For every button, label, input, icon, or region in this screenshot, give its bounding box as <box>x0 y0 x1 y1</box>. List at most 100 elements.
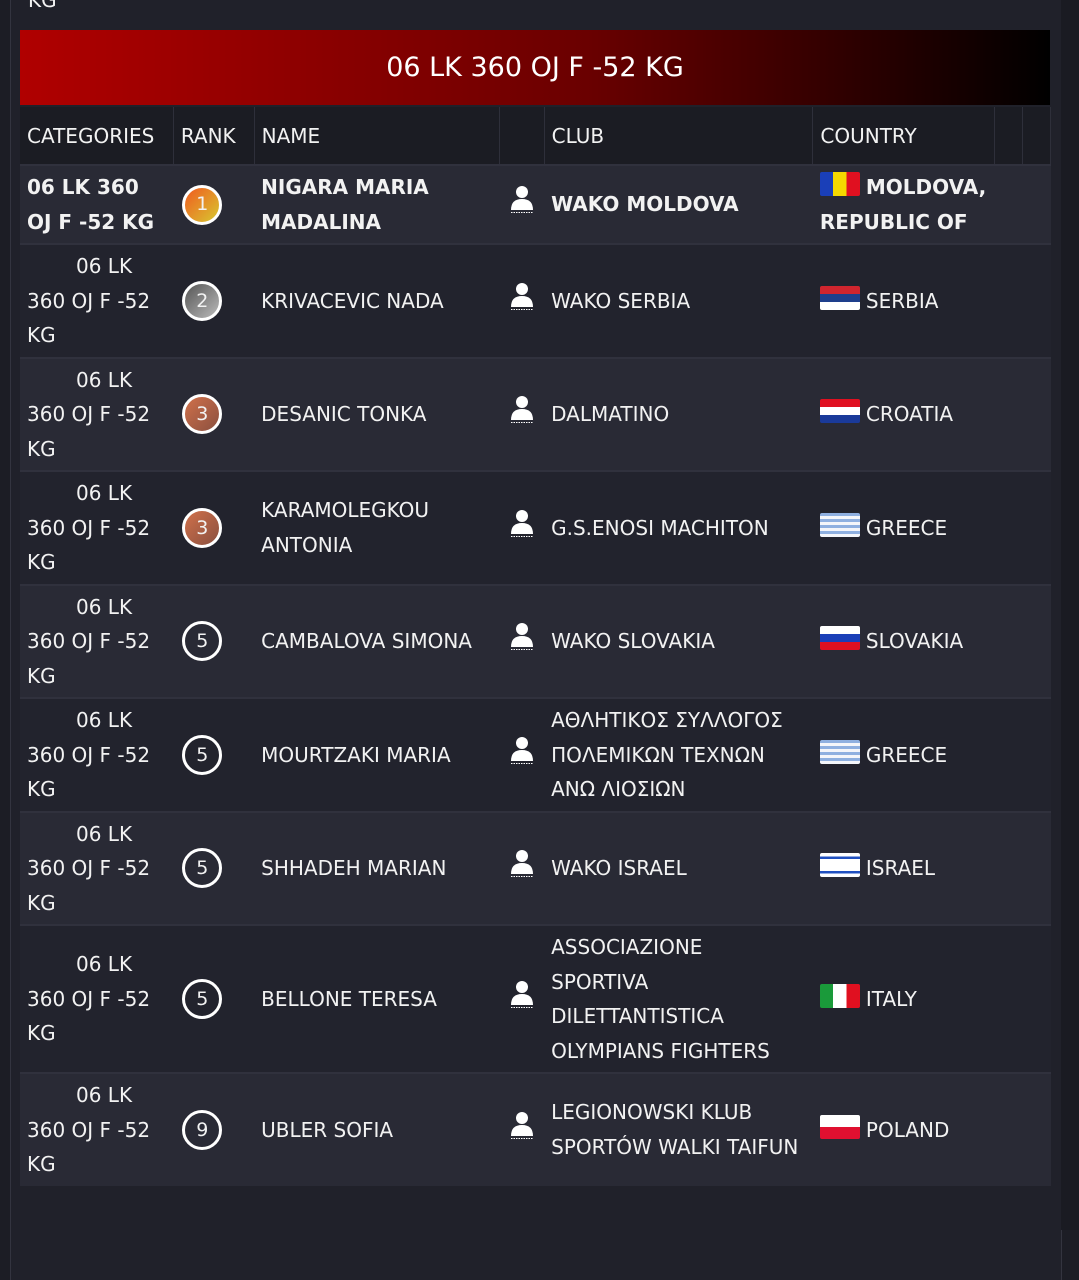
rank-cell: 5 <box>173 810 255 925</box>
rank-badge: 3 <box>182 394 223 435</box>
country-cell: ITALY <box>812 924 1051 1073</box>
category-cell: 06 LK 360 OJ F -52 KG <box>20 1072 174 1186</box>
results-table: CATEGORIES RANK NAME CLUB COUNTRY 06 LK … <box>20 107 1051 1186</box>
category-cell: 06 LK 360 OJ F -52 KG <box>20 924 174 1073</box>
table-row[interactable]: 06 LK 360 OJ F -52 KG 9 UBLER SOFIA LEGI… <box>20 1072 1051 1186</box>
greece-flag-icon <box>819 512 860 537</box>
country-cell: CROATIA <box>812 356 1051 471</box>
table-row[interactable]: 06 LK 360 OJ F -52 KG 5 MOURTZAKI MARIA … <box>20 697 1051 812</box>
category-cell: 06 LK 360 OJ F -52 KG <box>20 470 174 585</box>
club-name: WAKO SERBIA <box>544 243 813 358</box>
table-row[interactable]: 06 LK 360 OJ F -52 KG 3 KARAMOLEGKOU ANT… <box>20 470 1051 585</box>
country-name: GREECE <box>865 515 948 540</box>
athlete-name[interactable]: DESANIC TONKA <box>254 356 500 471</box>
table-row[interactable]: 06 LK 360 OJ F -52 KG 5 BELLONE TERESA A… <box>20 924 1051 1073</box>
country-cell: MOLDOVA, REPUBLIC OF <box>812 164 1051 244</box>
rank-cell: 9 <box>173 1072 255 1186</box>
person-icon[interactable] <box>499 356 545 471</box>
table-row[interactable]: 06 LK 360 OJ F -52 KG 1 NIGARA MARIA MAD… <box>20 164 1051 244</box>
rank-badge: 9 <box>182 1109 223 1150</box>
athlete-name[interactable]: NIGARA MARIA MADALINA <box>254 164 500 244</box>
column-header-country: COUNTRY <box>812 107 996 165</box>
country-cell: ISRAEL <box>812 810 1051 925</box>
croatia-flag-icon <box>819 399 860 423</box>
athlete-name[interactable]: UBLER SOFIA <box>254 1072 500 1186</box>
person-icon[interactable] <box>499 810 545 925</box>
club-name: WAKO ISRAEL <box>544 810 813 925</box>
column-header-rank: RANK <box>173 107 255 165</box>
table-row[interactable]: 06 LK 360 OJ F -52 KG 2 KRIVACEVIC NADA … <box>20 243 1051 358</box>
person-icon[interactable] <box>499 1072 545 1186</box>
athlete-name[interactable]: MOURTZAKI MARIA <box>254 697 500 812</box>
table-row[interactable]: 06 LK 360 OJ F -52 KG 5 SHHADEH MARIAN W… <box>20 810 1051 925</box>
athlete-name[interactable]: KRIVACEVIC NADA <box>254 243 500 358</box>
column-header-club: CLUB <box>544 107 814 165</box>
country-name: SLOVAKIA <box>865 629 964 653</box>
person-icon[interactable] <box>499 470 545 585</box>
club-name: ΑΘΛΗΤΙΚΟΣ ΣΥΛΛΟΓΟΣ ΠΟΛΕΜΙΚΩΝ ΤΕΧΝΩΝ ΑΝΩ … <box>544 697 813 812</box>
country-cell: SLOVAKIA <box>812 583 1051 698</box>
previous-category-tail: KG <box>28 0 57 12</box>
rank-badge: 5 <box>182 848 223 889</box>
category-cell: 06 LK 360 OJ F -52 KG <box>20 243 174 358</box>
category-cell: 06 LK 360 OJ F -52 KG <box>20 356 174 471</box>
table-row[interactable]: 06 LK 360 OJ F -52 KG 5 CAMBALOVA SIMONA… <box>20 583 1051 698</box>
country-cell: POLAND <box>812 1072 1051 1186</box>
category-cell: 06 LK 360 OJ F -52 KG <box>20 164 174 244</box>
club-name: WAKO MOLDOVA <box>544 164 813 244</box>
column-header-extra-1 <box>994 107 1024 165</box>
rank-badge: 5 <box>182 621 223 662</box>
country-name: MOLDOVA, REPUBLIC OF <box>819 175 987 234</box>
rank-cell: 5 <box>173 697 255 812</box>
country-cell: GREECE <box>812 470 1051 585</box>
country-name: ISRAEL <box>865 856 936 880</box>
greece-flag-icon <box>819 739 860 764</box>
table-header-row: CATEGORIES RANK NAME CLUB COUNTRY <box>20 107 1051 165</box>
athlete-name[interactable]: BELLONE TERESA <box>254 924 500 1073</box>
country-cell: GREECE <box>812 697 1051 812</box>
athlete-name[interactable]: CAMBALOVA SIMONA <box>254 583 500 698</box>
rank-badge: 5 <box>182 979 223 1019</box>
club-name: DALMATINO <box>544 356 813 471</box>
club-name: ASSOCIAZIONE SPORTIVA DILETTANTISTICA OL… <box>544 924 813 1073</box>
rank-cell: 5 <box>173 583 255 698</box>
person-icon[interactable] <box>499 583 545 698</box>
person-icon[interactable] <box>499 164 545 244</box>
country-name: SERBIA <box>865 288 939 313</box>
column-header-extra-2 <box>1022 107 1051 165</box>
athlete-name[interactable]: KARAMOLEGKOU ANTONIA <box>254 470 500 585</box>
rank-badge: 1 <box>182 184 223 225</box>
category-cell: 06 LK 360 OJ F -52 KG <box>20 697 174 812</box>
table-row[interactable]: 06 LK 360 OJ F -52 KG 3 DESANIC TONKA DA… <box>20 356 1051 471</box>
country-name: CROATIA <box>865 402 954 426</box>
rank-badge: 3 <box>182 507 223 548</box>
category-cell: 06 LK 360 OJ F -52 KG <box>20 583 174 698</box>
category-title-banner: 06 LK 360 OJ F -52 KG <box>20 30 1050 105</box>
column-header-icon <box>499 107 545 165</box>
person-icon[interactable] <box>499 924 545 1073</box>
person-icon[interactable] <box>499 243 545 358</box>
italy-flag-icon <box>819 983 860 1008</box>
country-name: POLAND <box>865 1117 950 1142</box>
scrollbar[interactable] <box>1061 0 1079 1230</box>
rank-cell: 1 <box>173 164 255 244</box>
column-header-name: NAME <box>254 107 500 165</box>
club-name: LEGIONOWSKI KLUB SPORTÓW WALKI TAIFUN <box>544 1072 813 1186</box>
rank-badge: 2 <box>182 280 223 321</box>
rank-cell: 3 <box>173 356 255 471</box>
rank-cell: 3 <box>173 470 255 585</box>
country-name: GREECE <box>865 742 948 767</box>
rank-cell: 2 <box>173 243 255 358</box>
column-header-categories: CATEGORIES <box>20 107 174 165</box>
poland-flag-icon <box>819 1114 860 1139</box>
rank-cell: 5 <box>173 924 255 1073</box>
person-icon[interactable] <box>499 697 545 812</box>
category-cell: 06 LK 360 OJ F -52 KG <box>20 810 174 925</box>
club-name: WAKO SLOVAKIA <box>544 583 813 698</box>
israel-flag-icon <box>819 853 860 877</box>
moldova-flag-icon <box>819 172 860 196</box>
serbia-flag-icon <box>819 285 860 310</box>
athlete-name[interactable]: SHHADEH MARIAN <box>254 810 500 925</box>
slovakia-flag-icon <box>819 626 860 650</box>
country-name: ITALY <box>865 986 917 1011</box>
